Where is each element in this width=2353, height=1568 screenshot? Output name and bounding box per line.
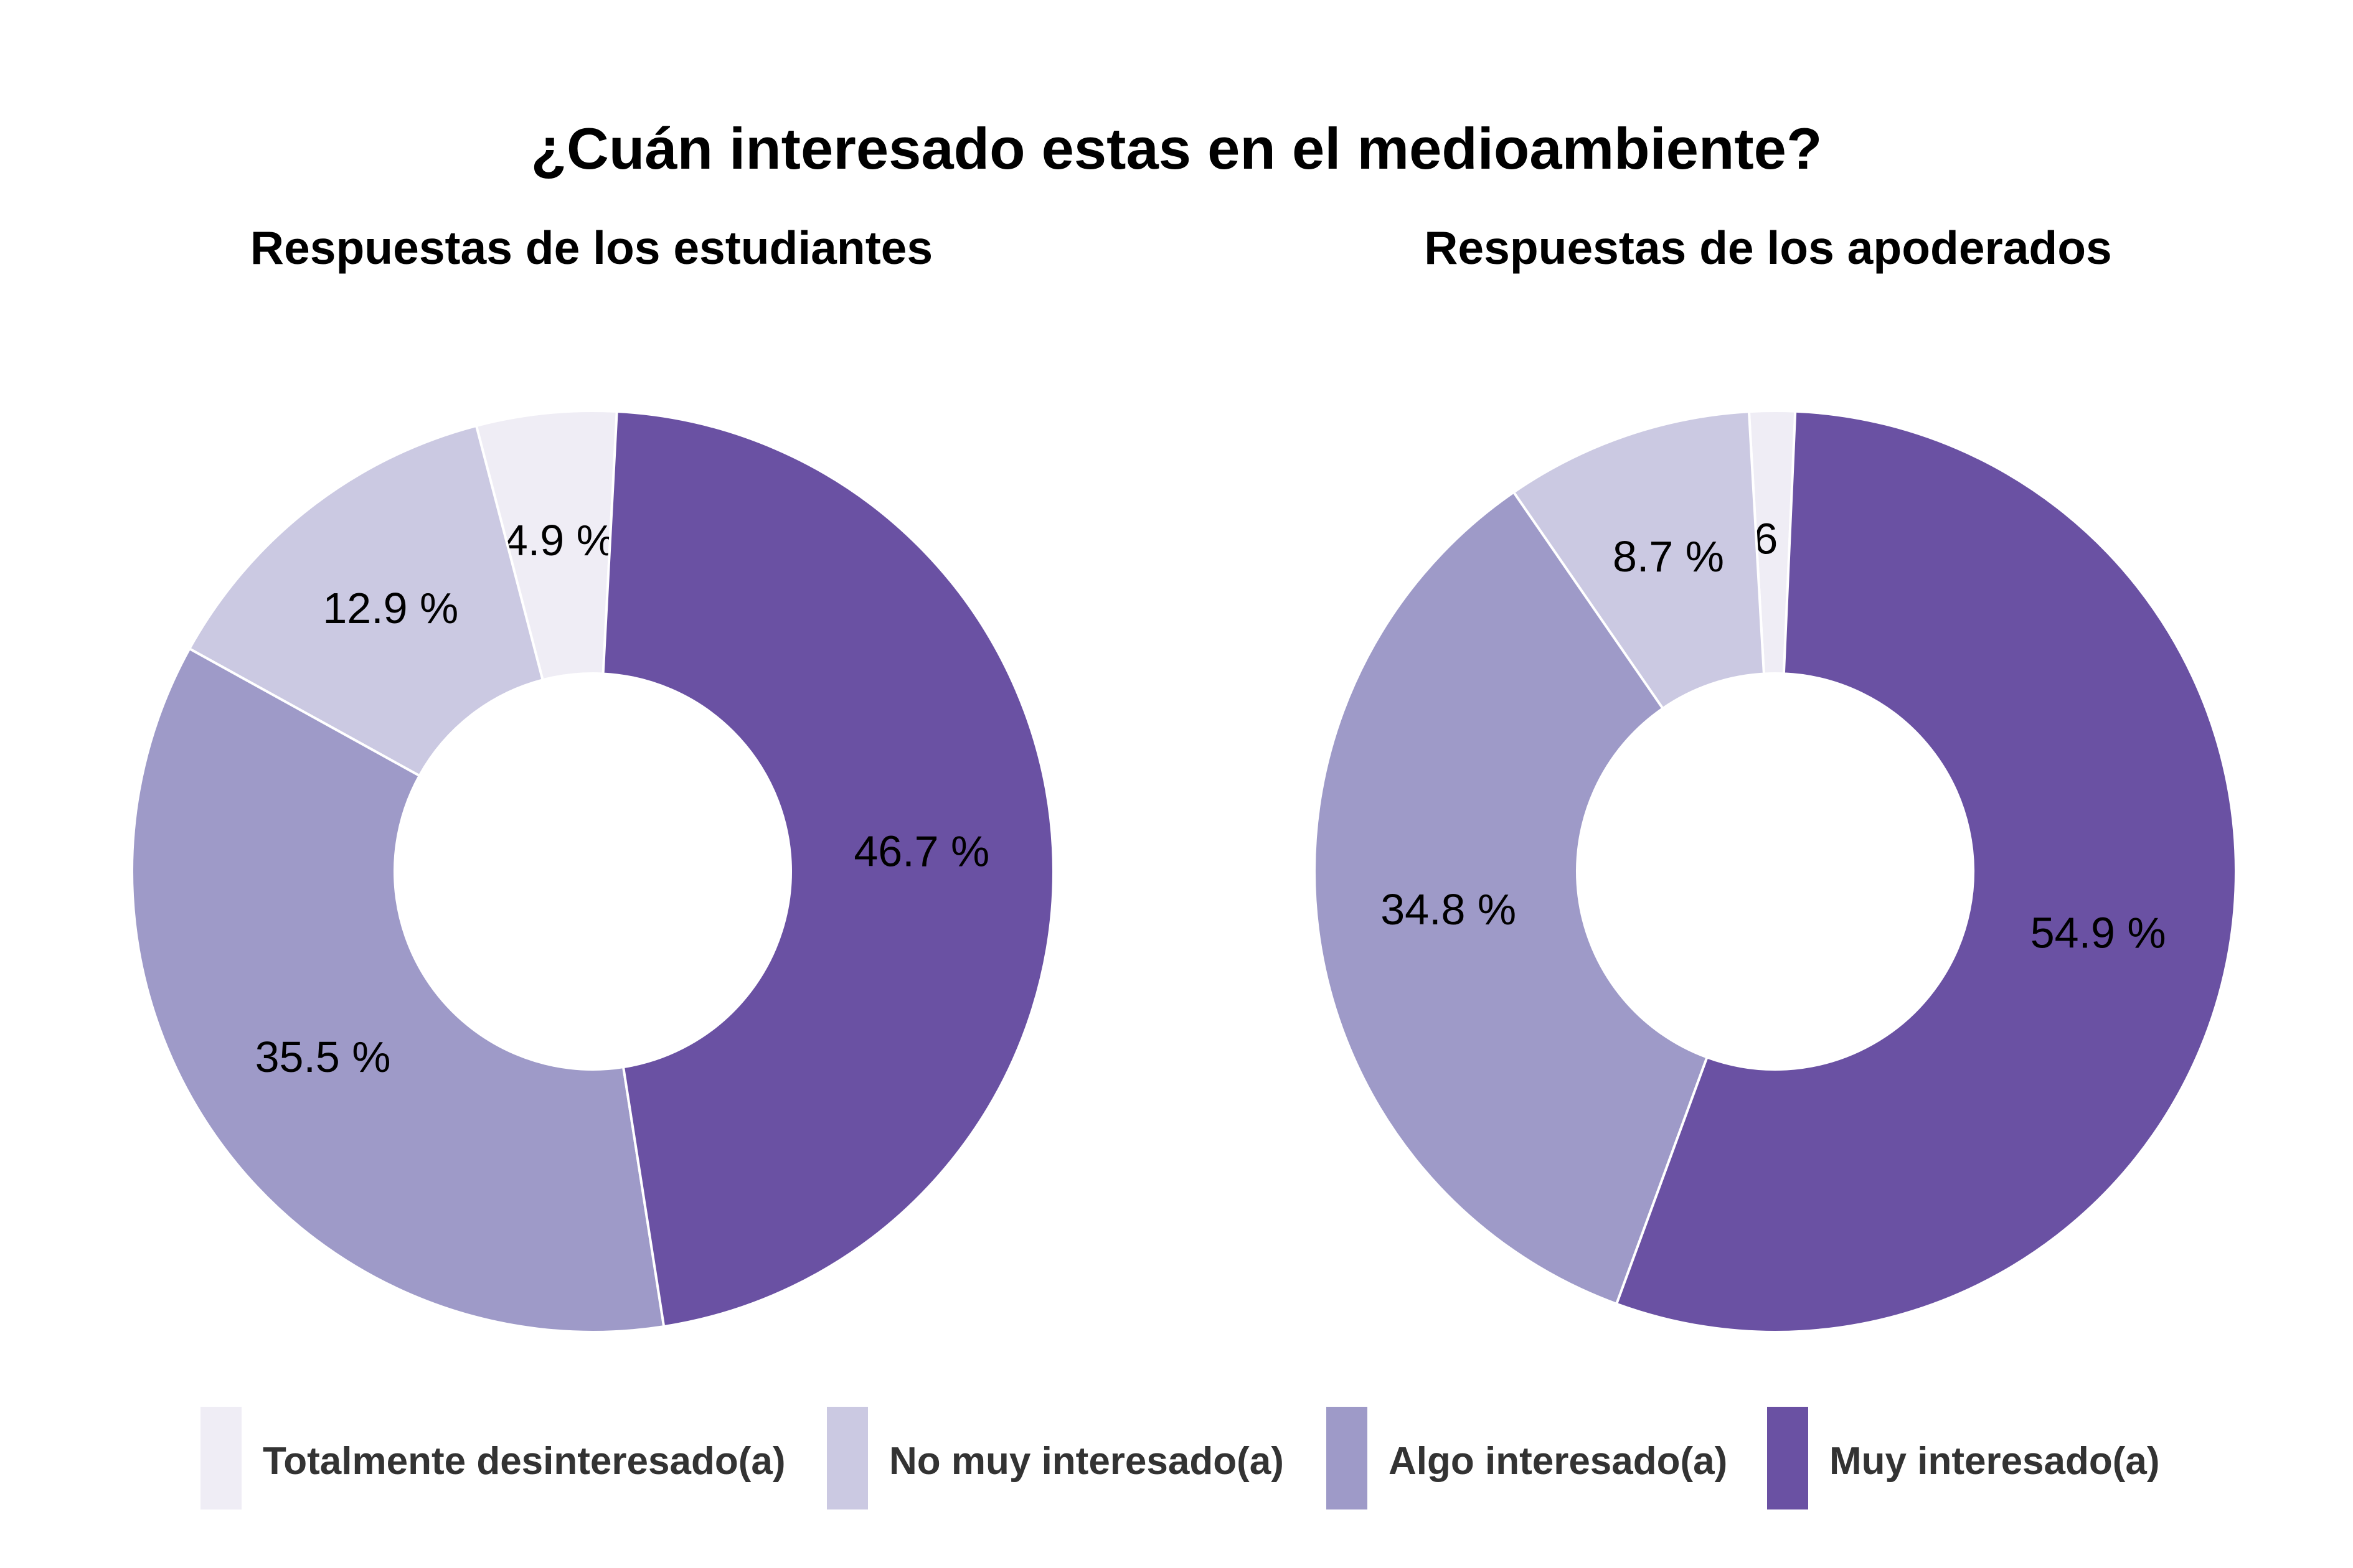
legend: Totalmente desinteresado(a) No muy inter… [0,1407,2353,1513]
legend-swatch [1767,1407,1808,1509]
slice-label-students-0: 4.9 % [504,516,615,565]
legend-swatch [1326,1407,1367,1509]
parents-donut: 1.6 %8.7 %34.8 % 54.9 % [1314,411,2236,1332]
legend-label: Totalmente desinteresado(a) [263,1439,785,1483]
slice-label-parents-2: 34.8 % [1380,885,1516,934]
slice-label-students-2: 35.5 % [255,1033,391,1081]
legend-swatch [827,1407,868,1509]
slice-label-students-1: 12.9 % [323,584,458,632]
slice-label-parents-1: 8.7 % [1613,532,1724,581]
slice-label-students-3: 46.7 % [854,827,989,875]
students-donut: 4.9 % 12.9 % 35.5 % 46.7 % [132,411,1054,1332]
legend-swatch [200,1407,242,1509]
slice-label-parents-3: 54.9 % [2030,908,2166,957]
legend-label: No muy interesado(a) [889,1439,1284,1483]
legend-label: Muy interesado(a) [1829,1439,2160,1483]
legend-label: Algo interesado(a) [1389,1439,1727,1483]
